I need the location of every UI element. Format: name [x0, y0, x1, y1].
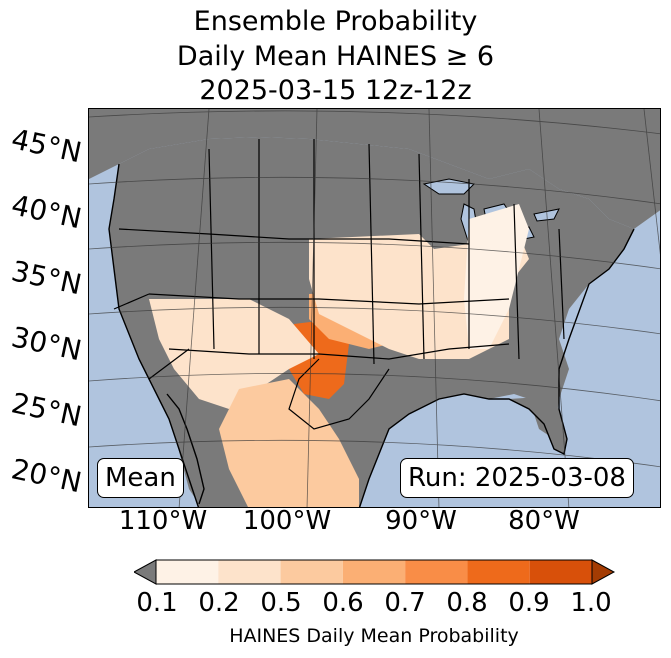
- lon-label-110: 110°W: [118, 506, 208, 536]
- colorbar-cells: [156, 560, 592, 584]
- florida-land: [509, 397, 567, 454]
- lat-label-45: 45°N: [8, 122, 85, 170]
- canada-land: [89, 109, 660, 229]
- cb-tick-6: 0.9: [508, 588, 550, 618]
- cb-tick-3: 0.6: [322, 588, 364, 618]
- coastlines: [108, 163, 635, 507]
- prob-region-ohio-valley-midwest: [464, 204, 529, 349]
- colorbar-cell: [342, 560, 406, 584]
- map-panel: [88, 108, 661, 508]
- lat-label-40: 40°N: [8, 188, 85, 236]
- title-line-3: 2025-03-15 12z-12z: [199, 75, 472, 106]
- run-box: Run: 2025-03-08: [400, 458, 634, 498]
- colorbar-label: HAINES Daily Mean Probability: [229, 625, 519, 647]
- colorbar-cell: [467, 560, 530, 584]
- state-boundaries: [113, 139, 565, 430]
- cb-tick-0: 0.1: [136, 588, 178, 618]
- colorbar-over-arrow: [591, 559, 616, 585]
- lat-label-35: 35°N: [8, 254, 85, 302]
- title-line-1: Ensemble Probability: [193, 6, 478, 37]
- lon-label-100: 100°W: [242, 506, 332, 536]
- prob-region-mexico-plateau: [219, 379, 359, 507]
- map-svg: [89, 109, 660, 507]
- cb-tick-2: 0.5: [260, 588, 302, 618]
- lon-label-90: 90°W: [385, 506, 457, 536]
- colorbar-cell: [156, 560, 219, 584]
- colorbar-frame: [155, 559, 593, 585]
- graticule: [89, 109, 660, 507]
- baja-land: [167, 394, 204, 504]
- colorbar-cell: [529, 560, 592, 584]
- lat-label-30: 30°N: [8, 320, 85, 368]
- mean-box: Mean: [97, 458, 184, 498]
- lat-label-25: 25°N: [8, 386, 85, 434]
- colorbar-cell: [218, 560, 281, 584]
- colorbar-cell: [280, 560, 343, 584]
- colorbar: [134, 559, 616, 585]
- cb-tick-4: 0.7: [384, 588, 426, 618]
- probability-cells: [149, 204, 529, 507]
- cb-tick-5: 0.8: [446, 588, 488, 618]
- lat-label-20: 20°N: [8, 452, 85, 500]
- cb-tick-7: 1.0: [570, 588, 612, 618]
- cb-tick-1: 0.2: [198, 588, 240, 618]
- lon-label-80: 80°W: [508, 506, 580, 536]
- colorbar-cell: [405, 560, 468, 584]
- prob-region-desert-southwest: [149, 299, 319, 409]
- colorbar-under-arrow: [134, 559, 157, 585]
- title-line-2: Daily Mean HAINES ≥ 6: [176, 41, 495, 72]
